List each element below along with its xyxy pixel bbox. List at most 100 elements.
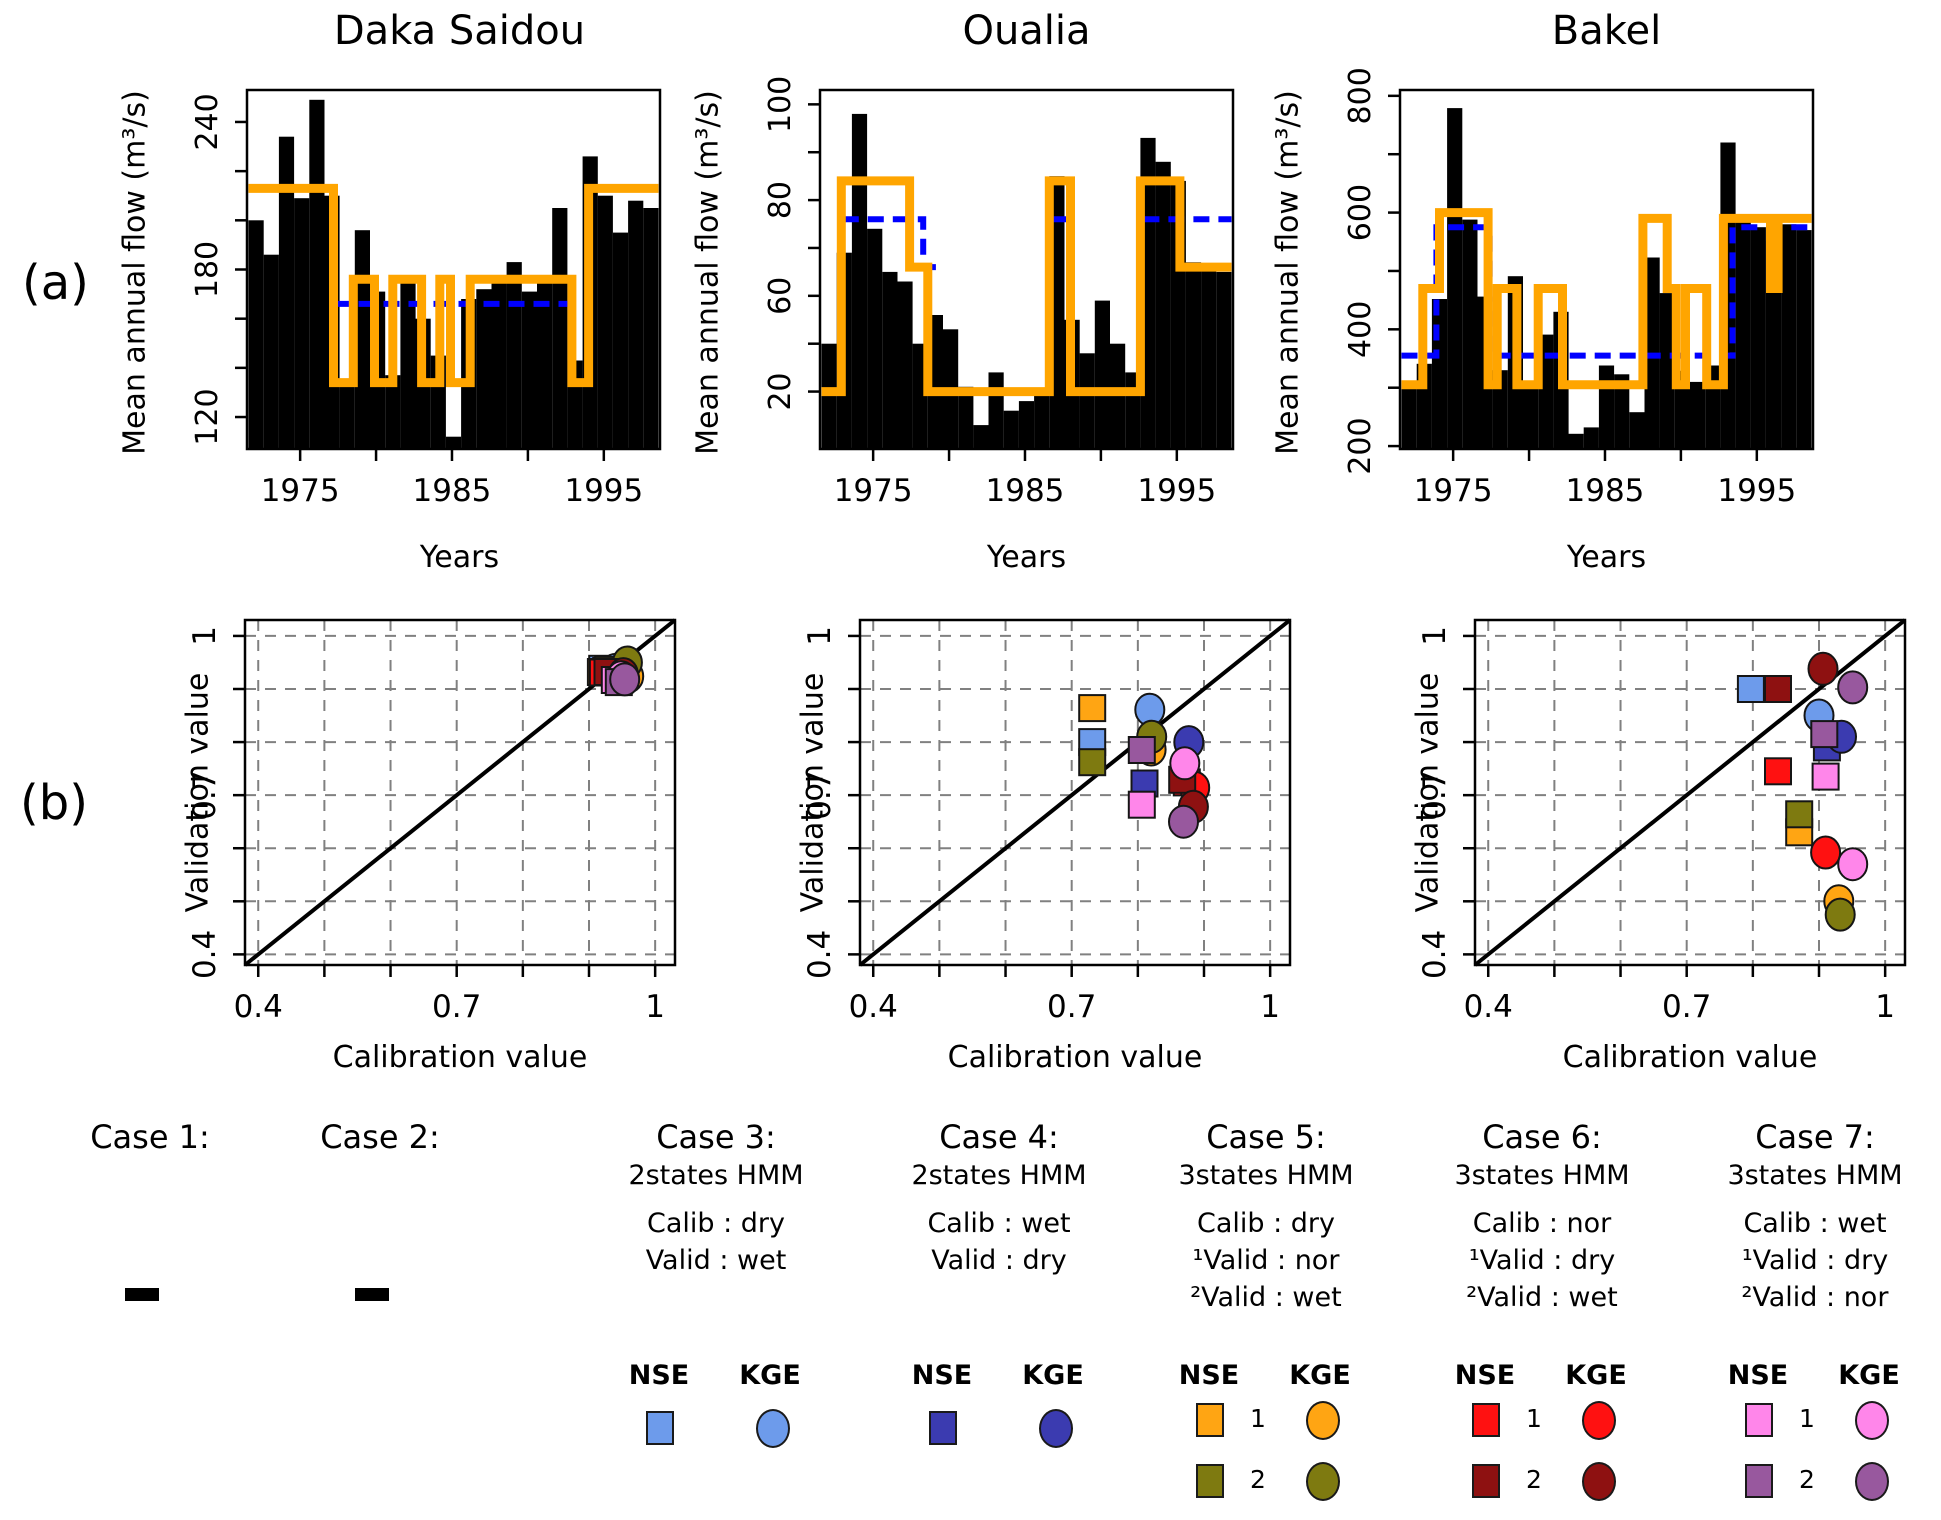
point-case7-v2-KGE	[1837, 670, 1869, 705]
y-tick-label: 1	[802, 626, 838, 646]
plot-box	[1398, 88, 1815, 451]
point-case7-v1-NSE	[1811, 762, 1840, 791]
x-tick-label: 1985	[1566, 473, 1645, 509]
flow-bar	[506, 262, 522, 449]
point-case7-v2-KGE	[1168, 804, 1199, 839]
flow-bar	[1110, 343, 1126, 449]
x-tick-label: 1	[1260, 989, 1280, 1025]
flow-bar	[1079, 353, 1095, 449]
flow-bar	[1614, 374, 1630, 449]
flow-bar	[1185, 262, 1202, 449]
scatter-chart-daka-saidou: 0.4 0.4 0.7 0.7 1 1	[160, 600, 680, 1084]
point-case7-v2-KGE	[609, 662, 641, 697]
panel-a-label: (a)	[22, 255, 89, 311]
station-title-oualia: Oualia	[962, 8, 1091, 54]
scatter-chart-bakel: 0.4 0.4 0.7 0.7 1 1	[1390, 600, 1910, 1084]
flow-plot-flow-oualia: 100 80 60 20 1975 1985 1995	[763, 76, 1235, 509]
x-tick-label: 0.7	[1662, 989, 1711, 1025]
case-2-title: Case 2:	[320, 1118, 440, 1156]
point-case7-v2-NSE	[1127, 736, 1156, 764]
case-5-nse-square-marker-1	[1196, 1403, 1224, 1437]
case-7-title: Case 7:	[1755, 1118, 1875, 1156]
flow-bar	[1034, 391, 1050, 449]
flow-bar	[521, 291, 537, 449]
y-tick-label: 0.7	[802, 770, 838, 819]
case-5-nse-square-marker-2	[1196, 1464, 1224, 1498]
case-6-period-line: ¹Valid : dry	[1468, 1245, 1616, 1276]
point-case6-v2-NSE	[1764, 675, 1792, 703]
x-tick-label: 1	[1875, 989, 1895, 1025]
case-5-period-line: ¹Valid : nor	[1192, 1245, 1340, 1276]
y-tick-label: 60	[763, 277, 798, 315]
flow-bar	[354, 230, 370, 449]
scatter-x-axis-title-daka: Calibration value	[332, 1040, 588, 1075]
flow-x-axis-title-bakel: Years	[1566, 540, 1647, 575]
y-tick-label: 180	[190, 241, 225, 298]
y-tick-label: 0.4	[187, 930, 223, 979]
case-7-nse-header: NSE	[1727, 1360, 1789, 1391]
case-3-kge-header: KGE	[739, 1360, 801, 1391]
point-case7-v1-KGE	[1837, 847, 1869, 882]
scatter-plot-scatter-oualia: 0.4 0.4 0.7 0.7 1 1	[802, 618, 1292, 1025]
scatter-plot-scatter-bakel: 0.4 0.4 0.7 0.7 1 1	[1417, 618, 1907, 1025]
x-tick-label: 1975	[1414, 473, 1493, 509]
case-6-kge-header: KGE	[1565, 1360, 1627, 1391]
case-5-kge-circle-marker-2	[1306, 1462, 1340, 1501]
flow-bar	[385, 375, 401, 449]
case-4-model: 2states HMM	[911, 1160, 1087, 1191]
flow-bar	[1735, 218, 1751, 449]
case-7-kge-circle-marker-1	[1855, 1401, 1889, 1440]
hmm-regime-orange	[1401, 208, 1812, 390]
case-6-period-line: ²Valid : wet	[1466, 1282, 1618, 1313]
x-tick-label: 1	[645, 989, 665, 1025]
case-3-period-line: Valid : wet	[645, 1245, 787, 1276]
case-5-period-line: Calib : dry	[1196, 1208, 1336, 1239]
y-tick-label: 0.7	[187, 770, 223, 819]
point-case6-v1-NSE	[1764, 757, 1792, 786]
case-7-period-line: ¹Valid : dry	[1741, 1245, 1889, 1276]
case-7-kge-header: KGE	[1838, 1360, 1900, 1391]
flow-bar	[400, 279, 416, 449]
flow-bar	[1155, 161, 1171, 450]
case-4-period-line: Valid : dry	[931, 1245, 1067, 1276]
flow-bar	[1781, 224, 1797, 449]
y-tick-label: 0.4	[802, 930, 838, 979]
plot-box	[858, 618, 1292, 967]
flow-bar	[1568, 433, 1584, 449]
flow-bar	[476, 289, 492, 449]
x-tick-label: 1985	[986, 473, 1065, 509]
case-3-nse-header: NSE	[628, 1360, 690, 1391]
plot-box	[1473, 618, 1907, 967]
case-5-kge-header: KGE	[1289, 1360, 1351, 1391]
point-case7-v1-NSE	[1127, 790, 1156, 819]
case-7-period-line: ²Valid : nor	[1741, 1282, 1889, 1313]
flow-bar	[1201, 267, 1217, 449]
scatter-chart-oualia: 0.4 0.4 0.7 0.7 1 1	[775, 600, 1295, 1084]
flow-bar	[1492, 370, 1508, 449]
flow-x-axis-title-oualia: Years	[986, 540, 1067, 575]
case-3-period-line: Calib : dry	[646, 1208, 786, 1239]
case-6-valid-num-2: 2	[1526, 1465, 1542, 1494]
x-tick-label: 1975	[834, 473, 913, 509]
flow-bar	[851, 113, 868, 450]
flow-bar	[294, 198, 310, 449]
point-case5-v2-NSE	[1785, 800, 1814, 829]
case-7-model: 3states HMM	[1727, 1160, 1903, 1191]
station-title-bakel: Bakel	[1551, 8, 1662, 54]
case-7-nse-square-marker-2	[1745, 1464, 1773, 1498]
scatter-x-axis-title-bakel: Calibration value	[1562, 1040, 1818, 1075]
case-1-dash-marker	[125, 1288, 159, 1301]
flow-bar	[339, 382, 355, 449]
flow-bar	[263, 254, 279, 449]
case-4-kge-circle-marker	[1039, 1409, 1073, 1448]
case-6-nse-square-marker-2	[1472, 1464, 1500, 1498]
point-case7-v1-KGE	[1169, 746, 1201, 781]
case-7-kge-circle-marker-2	[1855, 1462, 1889, 1501]
case-2-dash-marker	[355, 1288, 389, 1301]
point-case5-v2-NSE	[1078, 748, 1107, 777]
case-6-nse-square-marker-1	[1472, 1403, 1500, 1437]
flow-plot-flow-bakel: 200 400 600 800 1975 1985 1995	[1343, 67, 1815, 509]
flow-bar	[248, 220, 264, 449]
scatter-x-axis-title-oualia: Calibration value	[947, 1040, 1203, 1075]
case-4-kge-header: KGE	[1022, 1360, 1084, 1391]
